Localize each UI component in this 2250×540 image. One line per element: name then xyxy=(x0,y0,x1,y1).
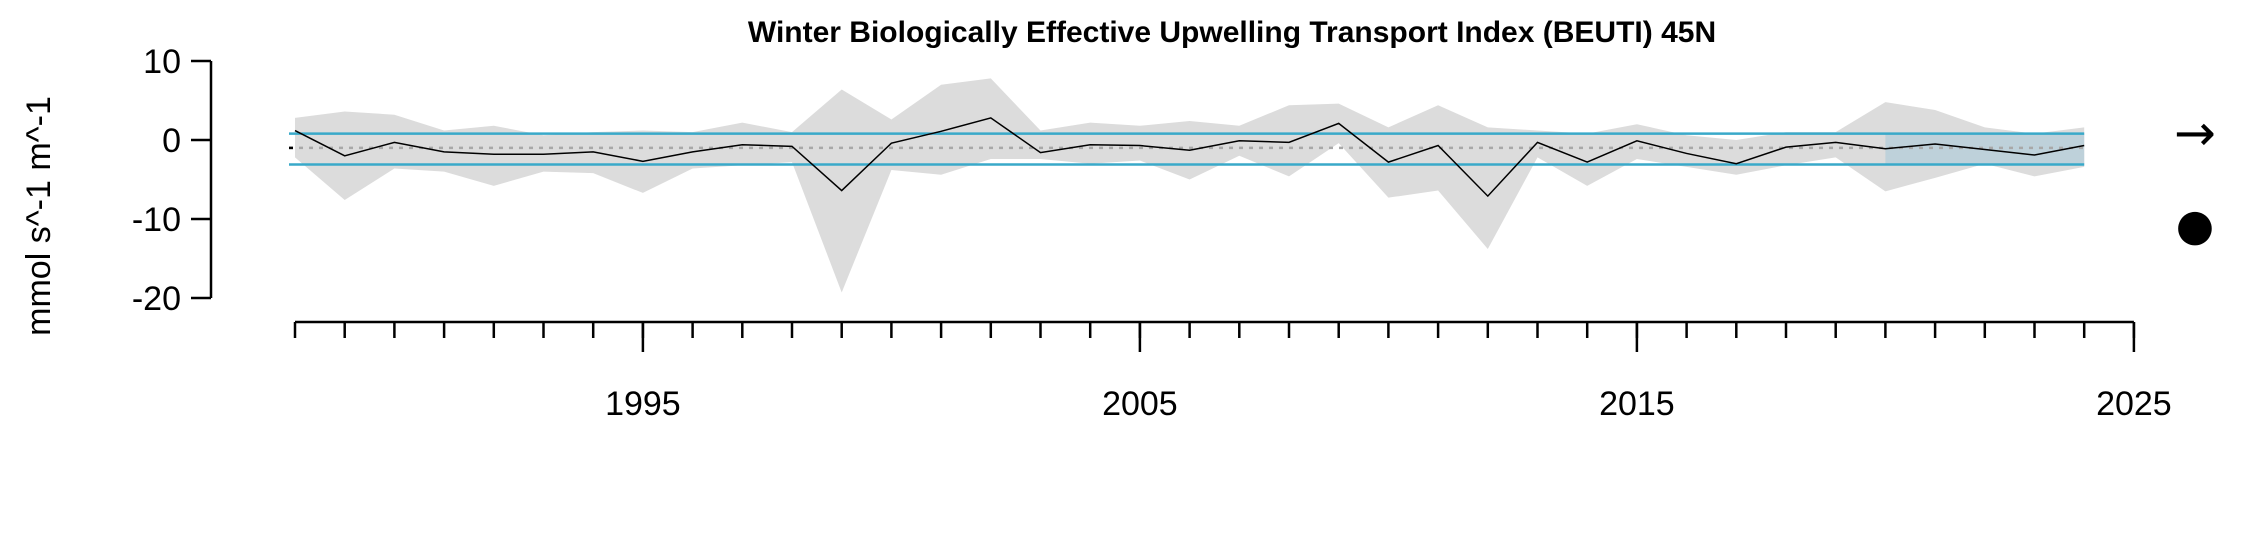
x-tick-label: 2025 xyxy=(2096,385,2172,423)
y-tick-label: 10 xyxy=(143,43,181,81)
x-axis: 1995 2005 2015 2025 xyxy=(293,320,2172,423)
y-tick-label: 0 xyxy=(162,122,181,160)
mean-dot-icon: ● xyxy=(2176,200,2214,251)
x-tick-label: 2005 xyxy=(1102,385,1178,423)
y-axis: 10 0 -10 -20 xyxy=(132,43,213,318)
trend-arrow-icon: → xyxy=(2174,104,2216,162)
x-tick-label: 2015 xyxy=(1599,385,1675,423)
y-tick-label: -10 xyxy=(132,201,181,239)
plot-layer xyxy=(289,78,2085,293)
uncertainty-band xyxy=(295,78,2085,293)
y-tick-label: -20 xyxy=(132,280,181,318)
chart-title: Winter Biologically Effective Upwelling … xyxy=(748,16,1716,49)
x-tick-label: 1995 xyxy=(605,385,681,423)
y-axis-title: mmol s^-1 m^-1 xyxy=(20,96,58,336)
series-line xyxy=(294,117,2085,198)
